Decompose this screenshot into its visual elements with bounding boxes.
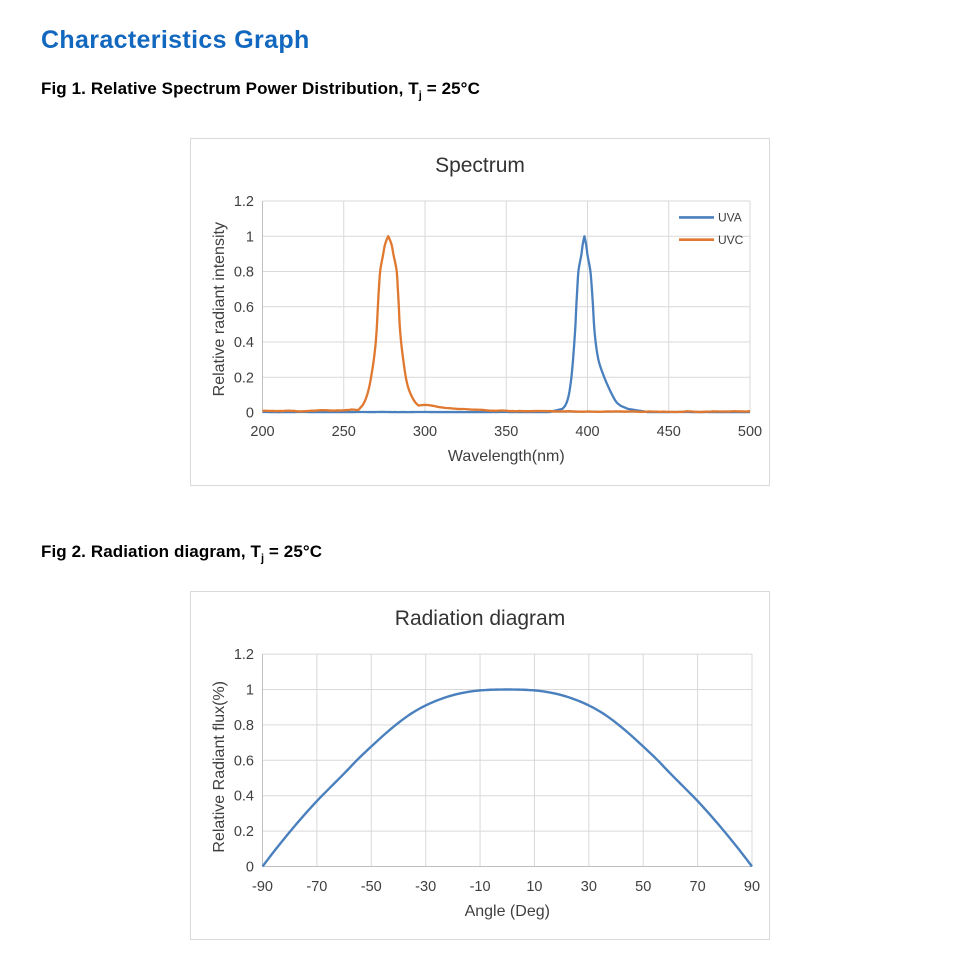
- svg-text:70: 70: [690, 879, 706, 895]
- svg-text:0: 0: [246, 406, 254, 422]
- svg-text:350: 350: [494, 424, 518, 440]
- svg-text:450: 450: [657, 424, 681, 440]
- svg-text:Angle (Deg): Angle (Deg): [465, 903, 550, 920]
- svg-text:400: 400: [575, 424, 599, 440]
- svg-text:0.8: 0.8: [234, 265, 254, 281]
- svg-text:0.2: 0.2: [234, 824, 254, 840]
- svg-text:50: 50: [635, 879, 651, 895]
- svg-text:-70: -70: [306, 879, 327, 895]
- svg-text:90: 90: [744, 879, 760, 895]
- svg-text:1.2: 1.2: [234, 194, 254, 210]
- svg-text:-90: -90: [252, 879, 273, 895]
- svg-text:-10: -10: [470, 879, 491, 895]
- svg-text:Relative Radiant flux(%): Relative Radiant flux(%): [211, 681, 228, 853]
- svg-text:10: 10: [526, 879, 542, 895]
- svg-text:200: 200: [250, 424, 274, 440]
- svg-text:-50: -50: [361, 879, 382, 895]
- svg-text:0.8: 0.8: [234, 718, 254, 734]
- svg-text:-30: -30: [415, 879, 436, 895]
- svg-text:Relative radiant intensity: Relative radiant intensity: [211, 222, 228, 396]
- svg-text:Spectrum: Spectrum: [435, 154, 525, 177]
- svg-text:250: 250: [332, 424, 356, 440]
- svg-text:1: 1: [246, 229, 254, 245]
- svg-text:0: 0: [246, 860, 254, 876]
- svg-text:300: 300: [413, 424, 437, 440]
- svg-text:500: 500: [738, 424, 762, 440]
- svg-text:0.4: 0.4: [234, 335, 254, 351]
- svg-text:UVA: UVA: [718, 211, 742, 225]
- svg-text:0.6: 0.6: [234, 753, 254, 769]
- svg-text:Wavelength(nm): Wavelength(nm): [448, 448, 565, 465]
- svg-text:0.2: 0.2: [234, 370, 254, 386]
- svg-text:1.2: 1.2: [234, 647, 254, 663]
- svg-text:30: 30: [581, 879, 597, 895]
- svg-text:1: 1: [246, 683, 254, 699]
- svg-text:0.6: 0.6: [234, 300, 254, 316]
- svg-text:0.4: 0.4: [234, 789, 254, 805]
- svg-text:Radiation diagram: Radiation diagram: [395, 607, 565, 630]
- svg-text:UVC: UVC: [718, 233, 744, 247]
